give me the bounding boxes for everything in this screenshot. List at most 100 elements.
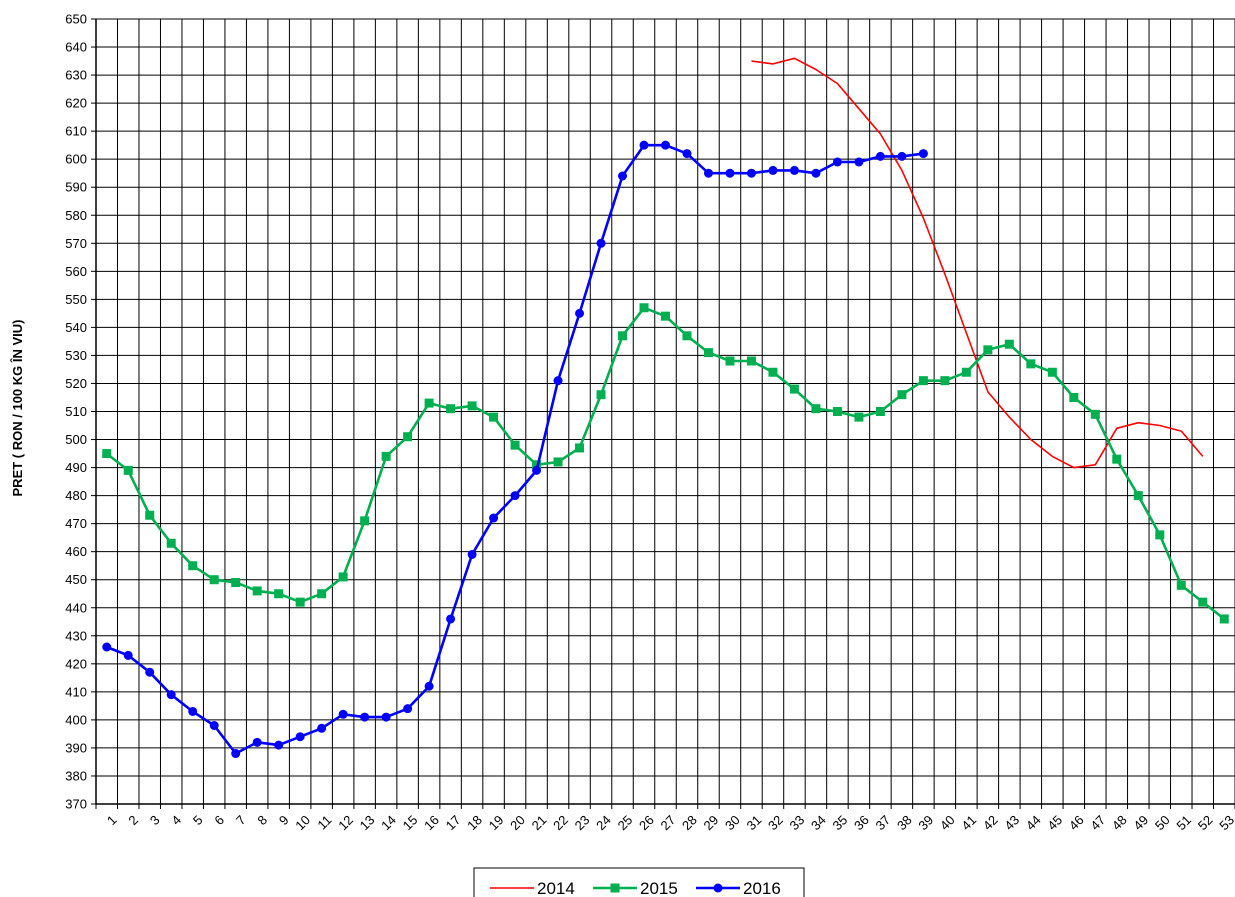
x-tick-label: 36 <box>851 812 872 833</box>
y-tick-label: 560 <box>65 264 87 279</box>
data-point-2015 <box>575 443 585 453</box>
data-point-2015 <box>553 457 563 467</box>
y-tick-label: 540 <box>65 320 87 335</box>
data-point-2016 <box>102 642 112 652</box>
data-point-2015 <box>231 578 241 588</box>
data-point-2015 <box>1069 392 1079 402</box>
x-tick-label: 8 <box>254 812 270 828</box>
data-point-2016 <box>703 168 713 178</box>
x-tick-label: 42 <box>980 812 1001 833</box>
data-point-2015 <box>639 303 649 313</box>
data-point-2016 <box>231 749 241 759</box>
data-point-2016 <box>446 614 456 624</box>
y-tick-label: 510 <box>65 404 87 419</box>
data-point-2015 <box>1090 409 1100 419</box>
data-point-2015 <box>123 465 133 475</box>
x-tick-label: 52 <box>1195 812 1216 833</box>
data-point-2015 <box>166 538 176 548</box>
y-tick-label: 640 <box>65 40 87 55</box>
data-point-2015 <box>510 440 520 450</box>
x-tick-label: 38 <box>894 812 915 833</box>
x-tick-label: 23 <box>572 812 593 833</box>
data-point-2015 <box>854 412 864 422</box>
x-tick-label: 10 <box>292 812 313 833</box>
data-point-2016 <box>532 465 542 475</box>
y-tick-label: 620 <box>65 96 87 111</box>
data-point-2016 <box>188 706 198 716</box>
y-tick-label: 650 <box>65 12 87 27</box>
x-tick-label: 9 <box>276 812 292 828</box>
x-tick-label: 30 <box>722 812 743 833</box>
y-tick-label: 440 <box>65 600 87 615</box>
x-tick-label: 43 <box>1001 812 1022 833</box>
y-tick-labels: 370 380 390 400 410 420 430 440 450 460 470 480 490 5… <box>65 12 87 812</box>
x-tick-label: 1 <box>104 812 120 828</box>
series-line-2015 <box>105 306 1226 621</box>
y-tick-label: 420 <box>65 656 87 671</box>
data-point-2015 <box>983 345 993 355</box>
data-point-2016 <box>274 740 284 750</box>
y-tick-label: 600 <box>65 152 87 167</box>
x-tick-label: 44 <box>1023 812 1044 833</box>
x-tick-labels: 1 2 3 4 5 6 7 8 9 10 11 12 13 14 15 16 17 18 19 20 21 22 23 24 2… <box>104 812 1235 833</box>
y-tick-label: 500 <box>65 432 87 447</box>
y-tick-label: 450 <box>65 572 87 587</box>
data-point-2015 <box>274 589 284 599</box>
data-point-2015 <box>596 390 606 400</box>
data-point-2016 <box>317 723 327 733</box>
x-tick-label: 29 <box>701 812 722 833</box>
x-tick-label: 21 <box>529 812 550 833</box>
x-tick-label: 45 <box>1044 812 1065 833</box>
y-tick-label: 370 <box>65 797 87 812</box>
x-tick-label: 13 <box>357 812 378 833</box>
data-point-2015 <box>725 356 735 366</box>
x-tick-label: 6 <box>211 812 227 828</box>
data-point-2015 <box>317 589 327 599</box>
x-tick-label: 4 <box>168 812 184 828</box>
chart-axes <box>91 18 1235 809</box>
data-point-2015 <box>768 367 778 377</box>
data-point-2016 <box>209 721 219 730</box>
y-axis-label: PRET ( RON / 100 KG ÎN VIU) <box>10 320 25 497</box>
chart-grid <box>95 18 1235 805</box>
legend-box <box>473 867 805 897</box>
data-point-2016 <box>789 165 799 175</box>
data-point-2016 <box>832 157 842 167</box>
data-point-2016 <box>166 690 176 700</box>
x-tick-label: 47 <box>1087 812 1108 833</box>
x-tick-label: 22 <box>550 812 571 833</box>
x-tick-label: 51 <box>1173 812 1194 833</box>
data-point-2015 <box>1176 580 1186 590</box>
data-point-2015 <box>811 404 821 414</box>
x-tick-label: 37 <box>872 812 893 833</box>
x-tick-label: 53 <box>1216 812 1235 833</box>
data-point-2016 <box>811 168 821 178</box>
data-point-2016 <box>661 140 670 150</box>
data-point-2015 <box>961 367 971 377</box>
data-point-2015 <box>381 451 391 461</box>
x-tick-label: 2 <box>125 812 141 828</box>
y-tick-label: 580 <box>65 208 87 223</box>
y-tick-label: 530 <box>65 348 87 363</box>
legend-label-2014: 2014 <box>537 879 575 897</box>
x-tick-label: 49 <box>1130 812 1151 833</box>
y-tick-label: 490 <box>65 460 87 475</box>
x-tick-label: 3 <box>147 812 163 828</box>
legend-label-2016: 2016 <box>743 879 781 897</box>
data-point-2015 <box>918 376 928 386</box>
data-point-2016 <box>875 151 885 161</box>
y-tick-label: 380 <box>65 768 87 783</box>
data-point-2015 <box>102 449 112 459</box>
y-tick-label: 390 <box>65 740 87 755</box>
data-point-2016 <box>575 308 585 318</box>
y-tick-label: 520 <box>65 376 87 391</box>
data-point-2015 <box>1004 339 1014 349</box>
data-point-2016 <box>123 650 133 660</box>
data-point-2015 <box>446 404 456 414</box>
data-point-2015 <box>532 460 542 470</box>
y-tick-label: 460 <box>65 544 87 559</box>
y-tick-label: 610 <box>65 124 87 139</box>
data-point-2015 <box>252 586 262 596</box>
data-point-2015 <box>789 384 799 394</box>
